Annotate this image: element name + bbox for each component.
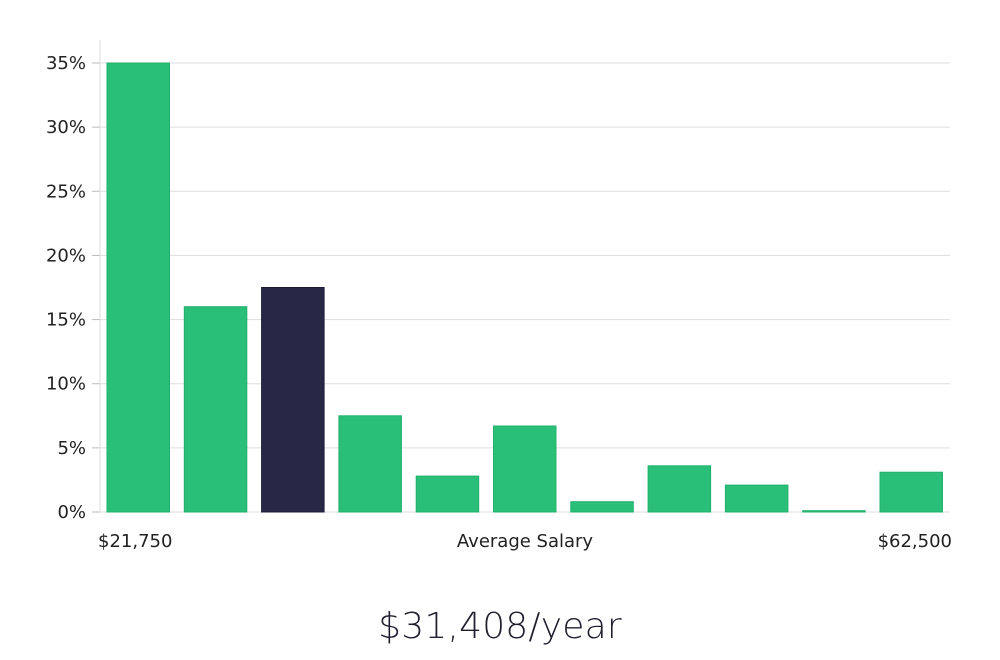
bar xyxy=(879,471,943,513)
x-axis-title: Average Salary xyxy=(457,531,594,552)
x-max-label: $62,500 xyxy=(878,531,952,552)
bar xyxy=(338,415,402,513)
y-tick-label: 10% xyxy=(46,374,86,395)
bar xyxy=(183,306,248,513)
bar xyxy=(570,501,634,513)
bar xyxy=(802,510,866,513)
y-tick-label: 25% xyxy=(46,181,86,202)
bar xyxy=(415,475,480,513)
x-min-label: $21,750 xyxy=(98,531,172,552)
bar xyxy=(106,62,170,513)
salary-histogram: 0% 5% 10% 15% 20% 25% 30% 35% $21,750 Average S… xyxy=(46,40,952,552)
y-tick-label: 20% xyxy=(46,245,86,266)
bar xyxy=(724,484,789,513)
y-tick-label: 30% xyxy=(46,117,86,138)
y-tick-label: 35% xyxy=(46,53,86,74)
y-tick-label: 5% xyxy=(57,438,86,459)
y-tick-label: 15% xyxy=(46,310,86,331)
y-tick-labels: 0% 5% 10% 15% 20% 25% 30% 35% xyxy=(46,53,86,523)
bars xyxy=(106,62,943,513)
bar xyxy=(493,425,557,513)
average-salary-value: $31,408/year xyxy=(378,606,622,647)
bar-highlighted xyxy=(261,287,325,513)
y-tick-label: 0% xyxy=(57,502,86,523)
bar xyxy=(647,465,712,513)
